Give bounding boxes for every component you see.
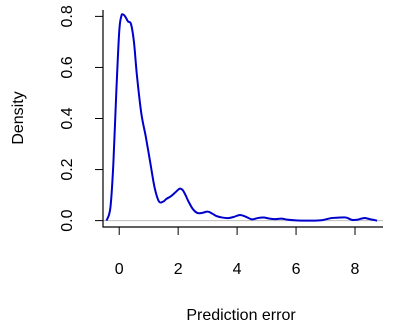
x-axis: 0 2 4 6 8: [115, 227, 360, 278]
y-tick-label: 0.0: [59, 209, 76, 231]
y-tick-label: 0.2: [59, 158, 76, 180]
y-tick-label: 0.8: [59, 5, 76, 27]
y-tick-label: 0.4: [59, 107, 76, 129]
series-line: [105, 13, 378, 222]
x-tick-label: 2: [174, 261, 183, 278]
y-axis-title: Density: [10, 91, 27, 144]
x-tick-label: 0: [115, 261, 124, 278]
y-axis: 0.0 0.2 0.4 0.6 0.8: [59, 5, 103, 232]
x-tick-label: 8: [351, 261, 360, 278]
x-tick-label: 4: [233, 261, 242, 278]
plot-frame: [102, 10, 383, 228]
x-axis-title: Prediction error: [186, 307, 296, 324]
x-tick-label: 6: [292, 261, 301, 278]
y-tick-label: 0.6: [59, 56, 76, 78]
